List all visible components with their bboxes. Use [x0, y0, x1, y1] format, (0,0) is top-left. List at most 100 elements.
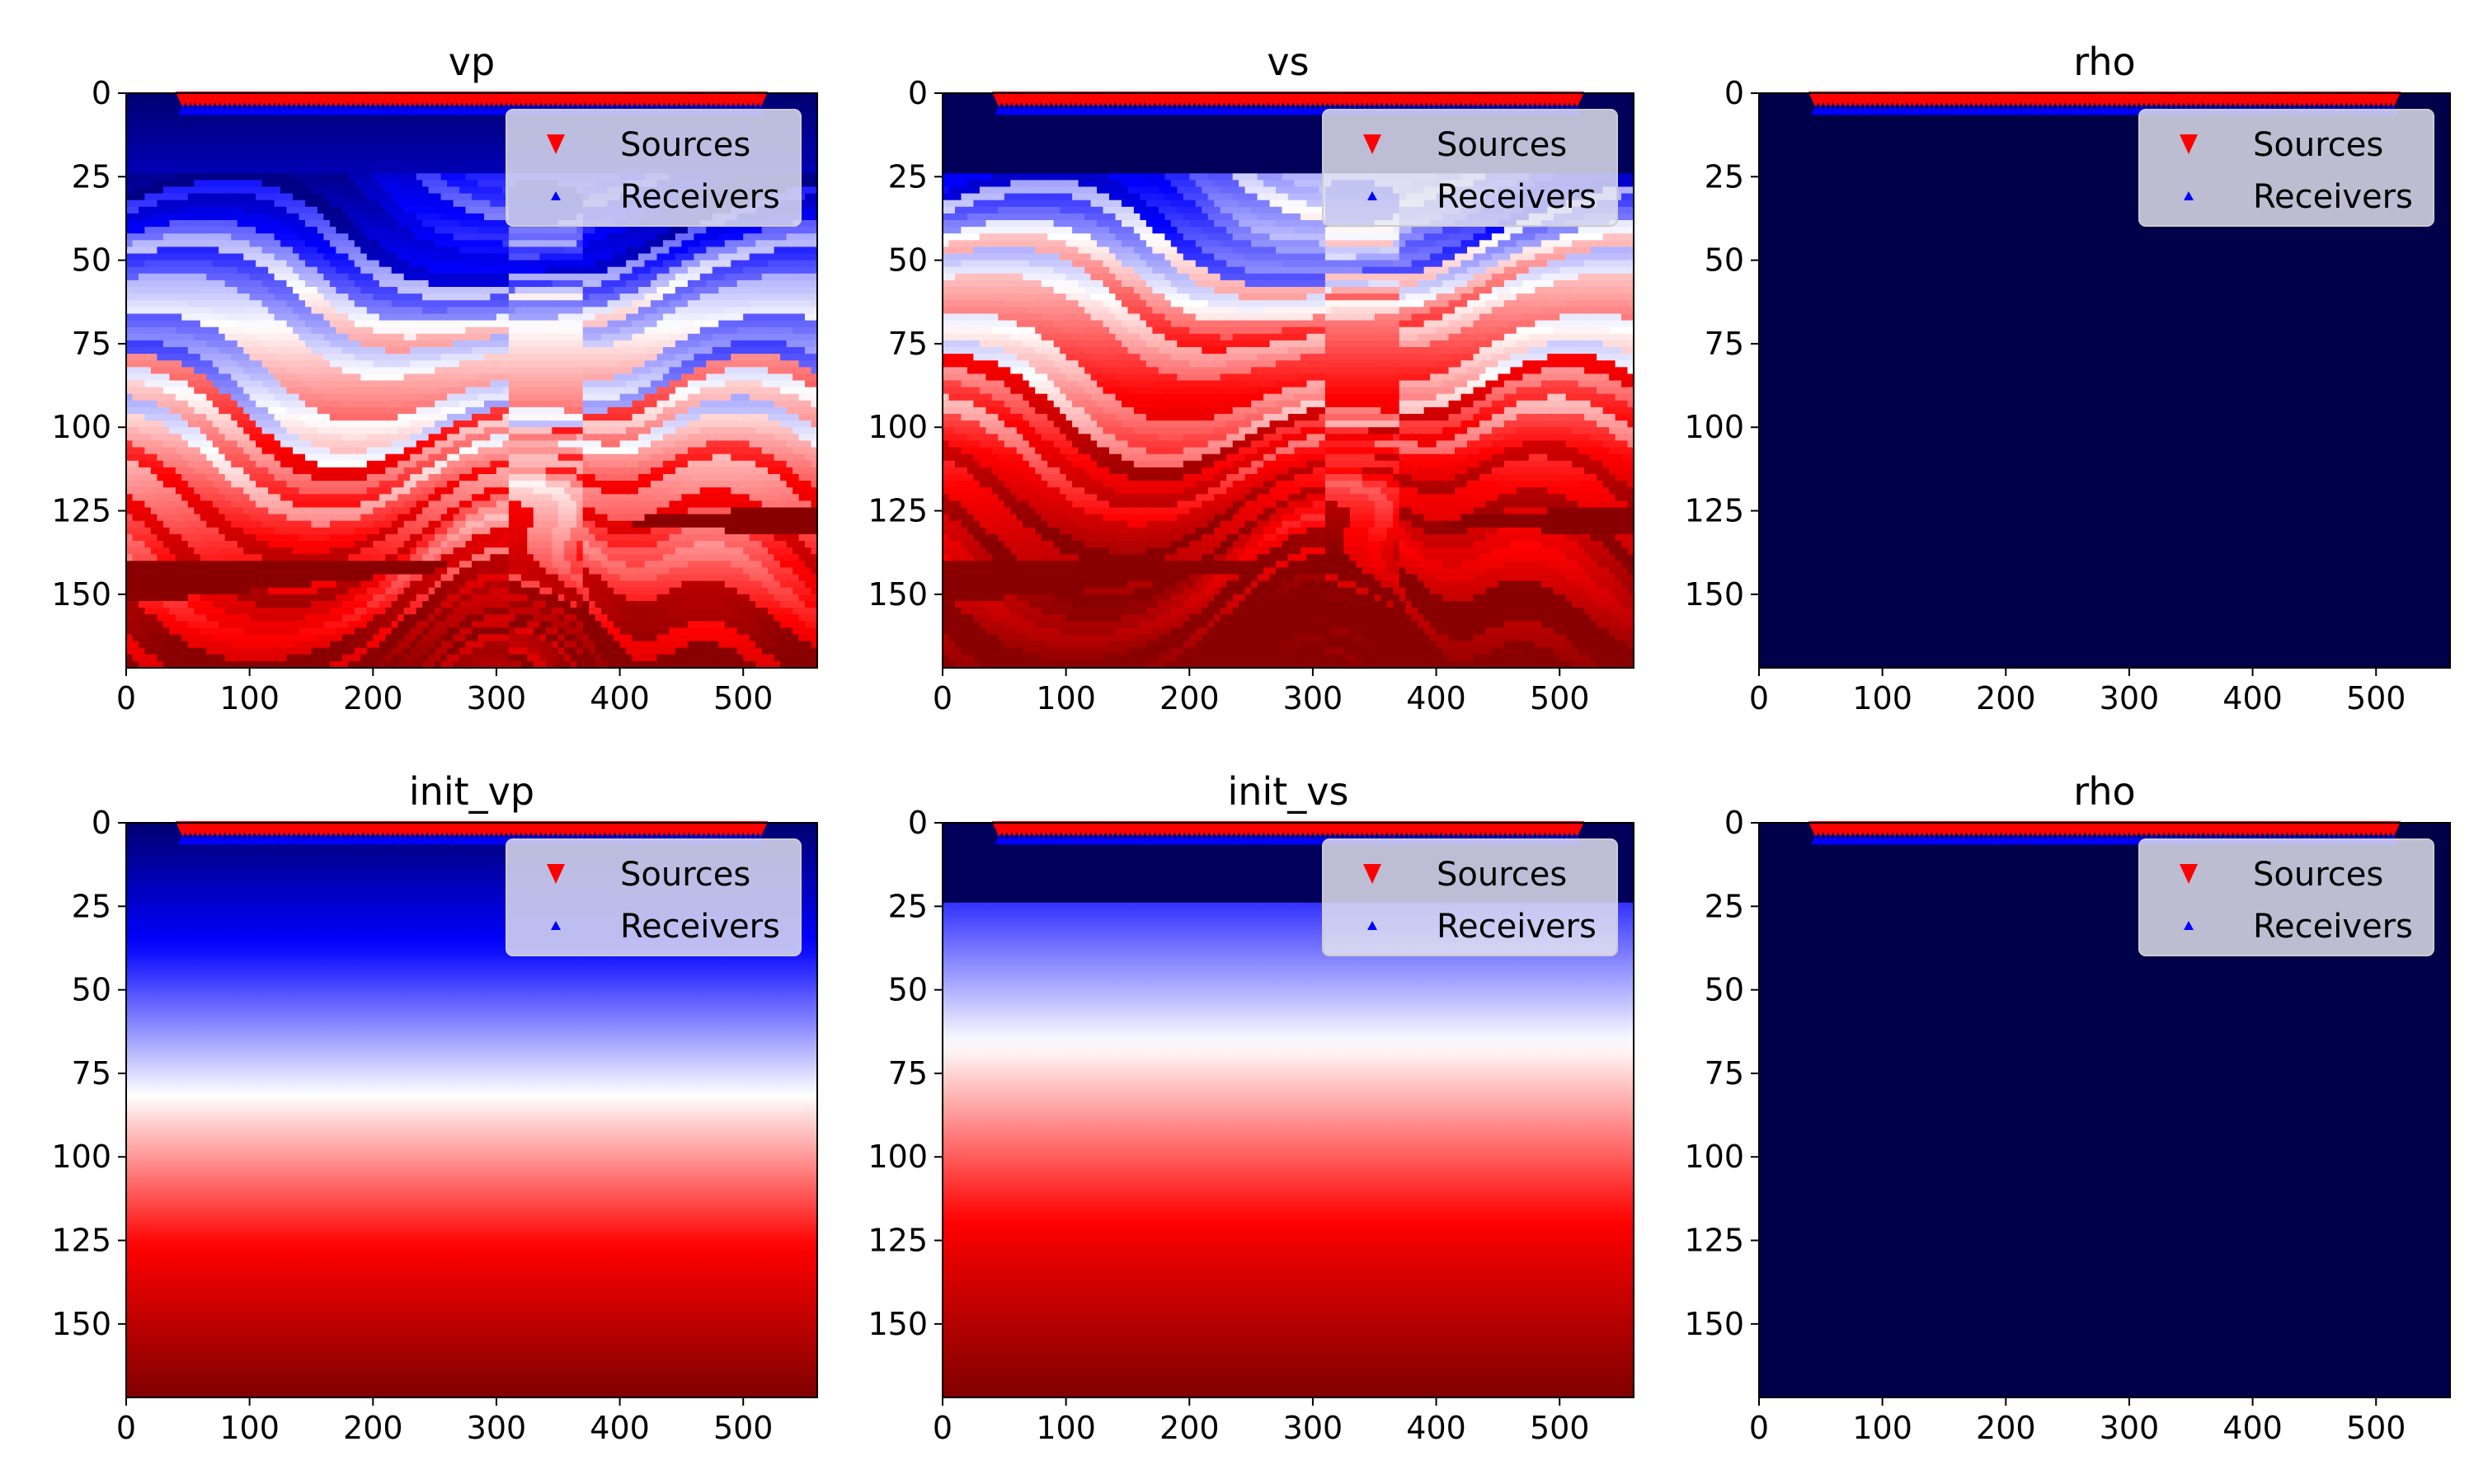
legend-label-receivers: Receivers	[2253, 178, 2413, 216]
y-tick-label: 75	[1705, 326, 1744, 362]
x-tick-label: 500	[713, 1410, 774, 1446]
legend-source-marker	[1363, 134, 1381, 154]
y-tick-label: 50	[888, 972, 928, 1008]
y-tick-label: 150	[1684, 576, 1744, 613]
x-tick-label: 500	[713, 680, 774, 716]
legend-label-sources: Sources	[620, 126, 750, 164]
legend: Sources Receivers	[2138, 109, 2434, 227]
x-tick-label: 0	[116, 1410, 136, 1446]
plot-title: rho	[2073, 40, 2135, 84]
panel-3: rho 0 100 200 300 400 500 0 25 50 75 100 125 150 Sourc…	[1684, 40, 2451, 716]
x-tick-label: 100	[1036, 1410, 1096, 1446]
x-tick-label: 0	[933, 1410, 952, 1446]
legend-box	[2138, 838, 2434, 956]
legend-label-receivers: Receivers	[1437, 178, 1597, 216]
y-tick-label: 50	[1705, 972, 1744, 1008]
legend-box	[506, 838, 802, 956]
y-tick-label: 0	[92, 75, 111, 111]
panel-6: rho 0 100 200 300 400 500 0 25 50 75 100 125 150 Sourc…	[1684, 769, 2451, 1446]
x-tick-label: 200	[343, 680, 403, 716]
legend-label-sources: Sources	[1437, 126, 1567, 164]
x-tick-label: 200	[343, 1410, 403, 1446]
legend-source-marker	[2180, 864, 2198, 884]
legend-source-marker	[2180, 134, 2198, 154]
legend-label-sources: Sources	[1437, 856, 1567, 894]
x-tick-label: 400	[590, 680, 650, 716]
y-tick-label: 25	[888, 158, 928, 195]
legend: Sources Receivers	[1322, 109, 1618, 227]
axes-frame	[1758, 822, 2451, 1398]
x-tick-label: 100	[219, 680, 280, 716]
y-tick-label: 0	[92, 805, 111, 841]
x-tick-label: 300	[1283, 1410, 1343, 1446]
panel-1: vp 0 100 200 300 400 500 0 25 50 75 100 125 150 Source…	[51, 40, 818, 716]
legend-receiver-marker	[551, 921, 561, 930]
y-tick-label: 100	[868, 409, 928, 445]
x-tick-label: 300	[1283, 680, 1343, 716]
y-tick-label: 25	[1705, 888, 1744, 924]
x-tick-label: 300	[467, 680, 527, 716]
axes-frame	[1758, 92, 2451, 669]
x-tick-label: 300	[2100, 680, 2160, 716]
y-tick-label: 100	[51, 409, 111, 445]
x-tick-label: 100	[1036, 680, 1096, 716]
y-tick-label: 125	[1684, 1223, 1744, 1259]
y-tick-label: 75	[888, 326, 928, 362]
panel-5: init_vs 0 100 200 300 400 500 0 25 50 75 100 125 150 S…	[868, 769, 1634, 1446]
x-tick-label: 100	[219, 1410, 280, 1446]
source-markers	[991, 92, 1585, 109]
y-tick-label: 0	[1724, 805, 1744, 841]
x-tick-label: 0	[1749, 680, 1769, 716]
plot-title: init_vs	[1228, 769, 1349, 814]
y-tick-label: 150	[1684, 1306, 1744, 1342]
y-tick-label: 150	[868, 1306, 928, 1342]
y-tick-label: 150	[868, 576, 928, 613]
legend-source-marker	[547, 134, 565, 154]
panel-2: vs 0 100 200 300 400 500 0 25 50 75 100 125 150 Source…	[868, 40, 1634, 716]
axes-frame	[125, 822, 818, 1398]
x-tick-label: 500	[1530, 680, 1590, 716]
y-tick-label: 0	[908, 75, 928, 111]
y-tick-label: 100	[51, 1139, 111, 1175]
x-tick-label: 300	[467, 1410, 527, 1446]
y-tick-label: 50	[72, 972, 111, 1008]
y-tick-label: 25	[888, 888, 928, 924]
x-tick-label: 100	[1852, 680, 1912, 716]
legend-label-sources: Sources	[2253, 856, 2383, 894]
y-tick-label: 125	[51, 493, 111, 529]
y-tick-label: 25	[72, 888, 111, 924]
y-tick-label: 150	[51, 576, 111, 613]
axes-frame	[125, 92, 818, 669]
x-tick-label: 200	[1159, 1410, 1220, 1446]
y-tick-label: 25	[1705, 158, 1744, 195]
legend: Sources Receivers	[506, 109, 802, 227]
legend-receiver-marker	[1367, 191, 1377, 200]
x-tick-label: 500	[2346, 680, 2406, 716]
axes-frame	[942, 822, 1634, 1398]
x-tick-label: 100	[1852, 1410, 1912, 1446]
panel-4: init_vp 0 100 200 300 400 500 0 25 50 75 100 125 150 S…	[51, 769, 818, 1446]
y-tick-label: 25	[72, 158, 111, 195]
x-tick-label: 400	[1406, 1410, 1466, 1446]
x-tick-label: 0	[1749, 1410, 1769, 1446]
legend-source-marker	[1363, 864, 1381, 884]
legend-box	[1322, 838, 1618, 956]
source-markers	[175, 821, 769, 838]
y-tick-label: 50	[1705, 242, 1744, 279]
y-tick-label: 50	[888, 242, 928, 279]
plot-title: vp	[449, 40, 495, 84]
y-tick-label: 75	[1705, 1055, 1744, 1092]
x-tick-label: 200	[1976, 680, 2036, 716]
axes-frame	[942, 92, 1634, 669]
x-tick-label: 200	[1159, 680, 1220, 716]
legend-box	[2138, 109, 2434, 227]
y-tick-label: 125	[51, 1223, 111, 1259]
legend-receiver-marker	[551, 191, 561, 200]
legend-receiver-marker	[1367, 921, 1377, 930]
legend-label-receivers: Receivers	[1437, 908, 1597, 946]
plot-title: vs	[1267, 40, 1309, 84]
x-tick-label: 0	[933, 680, 952, 716]
legend-label-sources: Sources	[620, 856, 750, 894]
y-tick-label: 125	[1684, 493, 1744, 529]
